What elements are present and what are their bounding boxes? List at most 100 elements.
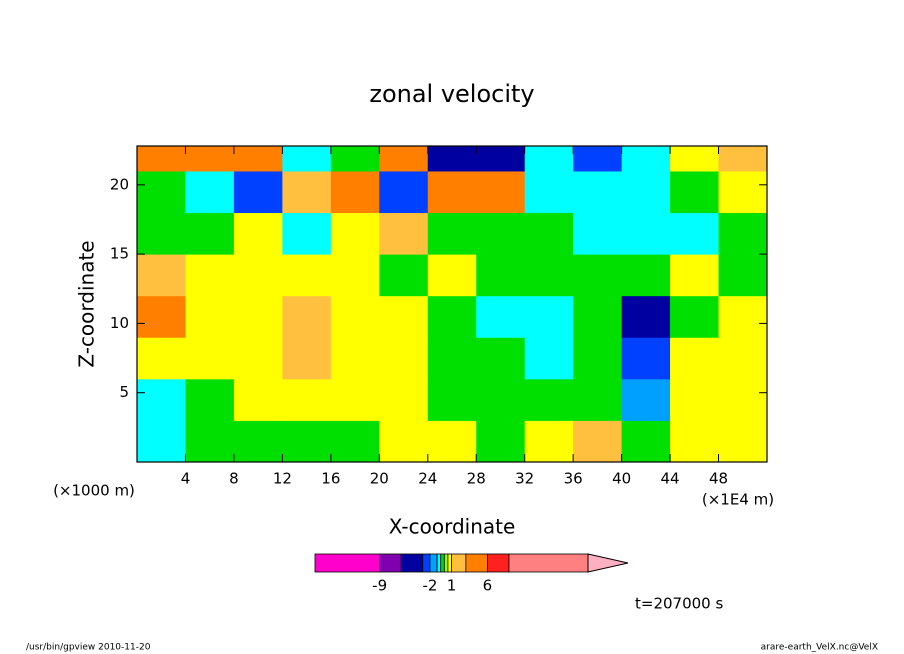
plot-frame bbox=[136, 145, 768, 463]
y-tick-label: 10 bbox=[110, 314, 129, 332]
field-cell bbox=[718, 212, 767, 255]
field-cell bbox=[670, 295, 720, 338]
field-cell bbox=[718, 170, 767, 214]
x-tick-label: 16 bbox=[321, 470, 340, 488]
field-cell bbox=[282, 146, 332, 172]
field-cell bbox=[330, 170, 380, 214]
colorbar-extension bbox=[587, 553, 629, 573]
field-cell bbox=[718, 378, 767, 421]
colorbar-box bbox=[465, 553, 488, 573]
y-tick-label: 15 bbox=[110, 245, 129, 263]
field-cell bbox=[185, 212, 235, 255]
field-cell bbox=[476, 212, 526, 255]
x-tick-label: 20 bbox=[370, 470, 389, 488]
field-cell bbox=[524, 378, 574, 421]
field-cell bbox=[573, 212, 623, 255]
x-tick-label: 36 bbox=[564, 470, 583, 488]
field-cell bbox=[330, 337, 380, 380]
field-cell bbox=[670, 254, 720, 297]
field-cell bbox=[476, 146, 526, 172]
field-cell bbox=[621, 378, 671, 421]
field-cell bbox=[282, 337, 332, 380]
colorbar-box bbox=[422, 553, 431, 573]
field-cell bbox=[233, 295, 283, 338]
x-tick-label: 48 bbox=[709, 470, 728, 488]
field-cell bbox=[573, 378, 623, 421]
field-cell bbox=[670, 212, 720, 255]
field-cell bbox=[379, 146, 429, 172]
field-cell bbox=[718, 295, 767, 338]
colorbar-box bbox=[443, 553, 449, 573]
field-cell bbox=[670, 170, 720, 214]
field-cell bbox=[137, 295, 186, 338]
field-cell bbox=[524, 212, 574, 255]
y-unit: (×1000 m) bbox=[53, 482, 135, 500]
x-tick-label: 44 bbox=[661, 470, 680, 488]
field-cell bbox=[427, 420, 477, 462]
field-cell bbox=[137, 146, 186, 172]
colorbar-box bbox=[508, 553, 589, 573]
footer-left: /usr/bin/gpview 2010-11-20 bbox=[26, 643, 151, 653]
colorbar-box bbox=[314, 553, 381, 573]
field-cell bbox=[330, 378, 380, 421]
x-tick-label: 24 bbox=[418, 470, 437, 488]
colorbar-box bbox=[429, 553, 438, 573]
y-tick-label: 5 bbox=[119, 383, 129, 401]
field-cell bbox=[137, 378, 186, 421]
field-cell bbox=[621, 212, 671, 255]
field-cell bbox=[427, 212, 477, 255]
field-cell bbox=[233, 170, 283, 214]
colorbar-box bbox=[436, 553, 442, 573]
field-cell bbox=[427, 337, 477, 380]
field bbox=[137, 146, 767, 462]
x-axis-label: X-coordinate bbox=[389, 515, 516, 539]
field-cell bbox=[476, 295, 526, 338]
x-tick-label: 28 bbox=[467, 470, 486, 488]
field-cell bbox=[524, 170, 574, 214]
field-cell bbox=[233, 212, 283, 255]
field-cell bbox=[330, 212, 380, 255]
footer-right: arare-earth_VelX.nc@VelX bbox=[761, 643, 878, 653]
field-cell bbox=[137, 254, 186, 297]
field-cell bbox=[282, 420, 332, 462]
colorbar-tick-label: 1 bbox=[447, 577, 457, 595]
x-tick-label: 8 bbox=[229, 470, 239, 488]
colorbar-box bbox=[447, 553, 452, 573]
x-tick-label: 12 bbox=[273, 470, 292, 488]
field-cell bbox=[282, 254, 332, 297]
field-cell bbox=[621, 337, 671, 380]
field-cell bbox=[427, 170, 477, 214]
field-cell bbox=[233, 378, 283, 421]
field-cell bbox=[524, 420, 574, 462]
field-cell bbox=[282, 212, 332, 255]
x-unit: (×1E4 m) bbox=[702, 491, 774, 509]
field-cell bbox=[621, 295, 671, 338]
field-cell bbox=[718, 254, 767, 297]
field-cell bbox=[476, 170, 526, 214]
field-cell bbox=[282, 170, 332, 214]
field-cell bbox=[476, 378, 526, 421]
time-label: t=207000 s bbox=[635, 595, 723, 613]
field-cell bbox=[233, 420, 283, 462]
field-cell bbox=[427, 378, 477, 421]
field-cell bbox=[573, 146, 623, 172]
field-cell bbox=[670, 146, 720, 172]
field-cell bbox=[379, 212, 429, 255]
colorbar-box bbox=[379, 553, 402, 573]
y-axis-label: Z-coordinate bbox=[75, 240, 99, 367]
field-cell bbox=[524, 337, 574, 380]
field-cell bbox=[573, 337, 623, 380]
field-cell bbox=[233, 337, 283, 380]
field-cell bbox=[330, 420, 380, 462]
field-cell bbox=[185, 420, 235, 462]
field-cell bbox=[330, 254, 380, 297]
field-cell bbox=[330, 146, 380, 172]
field-cell bbox=[137, 212, 186, 255]
field-cell bbox=[379, 170, 429, 214]
colorbar-tick-label: -9 bbox=[372, 577, 387, 595]
colorbar-box bbox=[451, 553, 467, 573]
field-cell bbox=[379, 295, 429, 338]
field-cell bbox=[718, 146, 767, 172]
field-cell bbox=[282, 378, 332, 421]
